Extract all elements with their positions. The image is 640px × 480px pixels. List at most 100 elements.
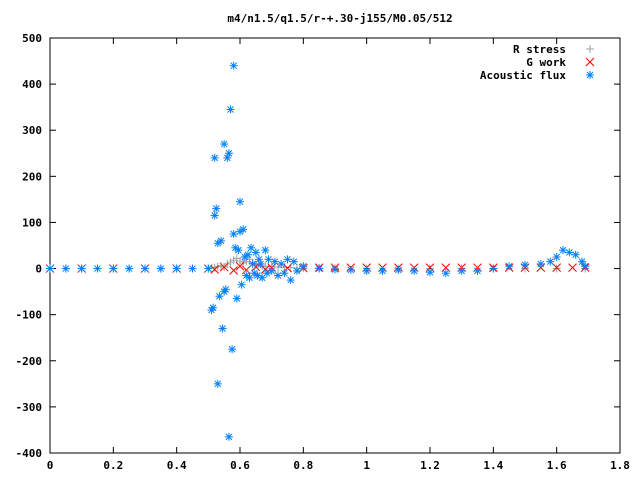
data-point — [229, 61, 238, 70]
data-point — [293, 266, 301, 275]
y-tick-label: -100 — [16, 309, 43, 322]
data-point — [277, 259, 286, 268]
data-point — [270, 257, 279, 266]
data-point — [229, 266, 239, 275]
data-point — [521, 260, 529, 269]
data-point — [394, 265, 403, 274]
data-point — [156, 264, 165, 273]
data-point — [457, 266, 466, 275]
data-point — [234, 246, 243, 255]
data-point — [505, 262, 514, 271]
data-point — [289, 257, 298, 266]
y-tick-label: -400 — [16, 447, 43, 460]
data-point — [229, 229, 238, 238]
data-point — [210, 211, 219, 220]
data-point — [209, 303, 218, 312]
legend-label: G work — [526, 56, 566, 69]
data-point — [536, 259, 545, 268]
data-point — [256, 259, 265, 268]
data-point — [204, 264, 213, 273]
x-tick-label: 1.8 — [610, 459, 630, 472]
data-point — [228, 345, 237, 354]
data-point — [410, 266, 419, 275]
data-point — [46, 264, 54, 273]
data-point — [274, 271, 282, 280]
data-point — [331, 265, 339, 274]
data-point — [226, 105, 235, 114]
data-point — [210, 153, 219, 162]
y-tick-label: -300 — [16, 401, 43, 414]
data-point — [236, 197, 244, 206]
data-point — [559, 246, 567, 255]
x-tick-label: 1.4 — [483, 459, 503, 472]
y-tick-label: 400 — [22, 78, 42, 91]
data-point — [232, 294, 241, 303]
data-point — [280, 269, 289, 278]
y-tick-label: 100 — [22, 216, 42, 229]
chart-title: m4/n1.5/q1.5/r-+.30-j155/M0.05/512 — [227, 12, 452, 25]
x-tick-label: 1.6 — [547, 459, 567, 472]
legend-marker — [585, 57, 595, 67]
x-tick-label: 1 — [363, 459, 370, 472]
data-point — [552, 253, 561, 262]
data-point — [239, 225, 248, 234]
data-point — [210, 265, 220, 274]
data-point — [215, 292, 224, 301]
data-point — [109, 264, 118, 273]
data-point — [237, 280, 246, 289]
data-point — [473, 266, 482, 275]
data-point — [299, 262, 308, 271]
data-point — [243, 250, 252, 259]
data-point — [425, 263, 435, 272]
data-point — [221, 285, 230, 294]
data-point — [245, 273, 254, 282]
data-point — [125, 264, 134, 273]
data-point — [546, 257, 555, 266]
data-point — [264, 255, 273, 264]
legend-marker — [586, 45, 594, 53]
data-point — [578, 257, 586, 266]
data-point — [220, 140, 229, 149]
x-tick-label: 0 — [47, 459, 54, 472]
data-point — [581, 262, 590, 271]
series-layer — [45, 61, 590, 441]
data-point — [224, 432, 233, 441]
y-tick-label: 200 — [22, 170, 42, 183]
data-point — [258, 273, 267, 282]
data-point — [568, 263, 577, 272]
y-tick-label: 300 — [22, 124, 42, 137]
series-acoustic-flux — [46, 61, 590, 441]
x-tick-label: 0.6 — [230, 459, 250, 472]
y-axis: -400 -300 -200 -100 0 100 200 300 400 500 — [16, 32, 620, 460]
data-point — [346, 265, 355, 274]
data-point — [217, 236, 225, 245]
x-tick-label: 0.2 — [103, 459, 123, 472]
data-point — [213, 379, 222, 388]
data-point — [261, 246, 270, 255]
legend-marker — [586, 71, 594, 79]
data-point — [93, 264, 102, 273]
data-point — [426, 268, 434, 277]
x-tick-label: 0.8 — [293, 459, 313, 472]
legend-label: R stress — [513, 43, 566, 56]
legend-label: Acoustic flux — [480, 69, 566, 82]
data-point — [267, 266, 276, 275]
data-point — [219, 262, 229, 272]
data-point — [188, 264, 197, 273]
data-point — [224, 149, 233, 158]
data-point — [565, 248, 574, 257]
data-point — [218, 324, 227, 333]
data-point — [235, 261, 245, 271]
y-tick-label: -200 — [16, 355, 43, 368]
data-point — [489, 264, 498, 273]
data-point — [251, 248, 260, 257]
data-point — [212, 204, 221, 213]
data-point — [77, 264, 86, 273]
x-tick-label: 1.2 — [420, 459, 440, 472]
data-point — [286, 276, 295, 285]
data-point — [378, 266, 387, 275]
data-point — [552, 264, 561, 273]
x-axis: 0 0.2 0.4 0.6 0.8 1 1.2 1.4 1.6 1.8 — [47, 38, 630, 472]
